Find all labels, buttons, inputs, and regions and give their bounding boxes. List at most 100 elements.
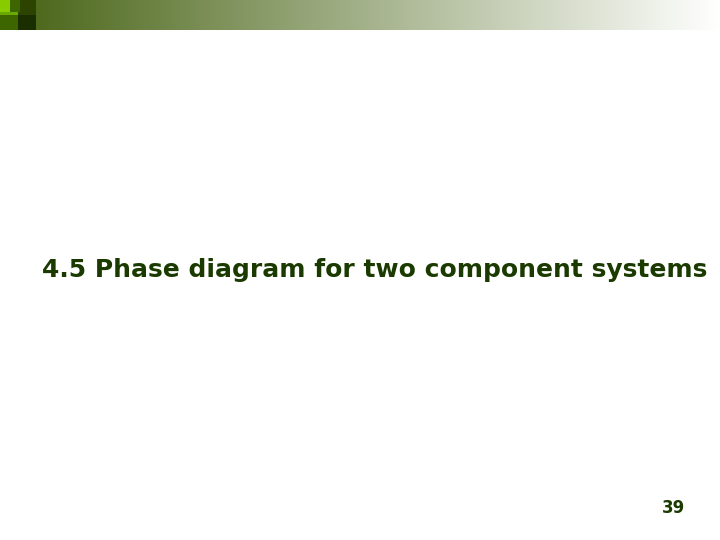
Bar — [714, 0, 716, 30]
Bar — [137, 0, 138, 30]
Bar — [248, 0, 249, 30]
Bar — [612, 0, 613, 30]
Bar — [560, 0, 562, 30]
Bar — [180, 0, 181, 30]
Bar — [626, 0, 628, 30]
Bar — [30, 0, 32, 30]
Bar — [657, 0, 658, 30]
Bar — [662, 0, 664, 30]
Bar — [658, 0, 660, 30]
Bar — [533, 0, 534, 30]
Bar — [478, 0, 480, 30]
Bar — [454, 0, 455, 30]
Bar — [320, 0, 321, 30]
Bar — [315, 0, 317, 30]
Bar — [89, 0, 91, 30]
Bar — [399, 0, 400, 30]
Bar — [1, 0, 3, 30]
Bar — [696, 0, 697, 30]
Bar — [500, 0, 501, 30]
Bar — [369, 0, 370, 30]
Bar — [157, 0, 158, 30]
Bar — [9, 0, 10, 30]
Bar — [78, 0, 79, 30]
Bar — [216, 0, 217, 30]
Bar — [112, 0, 114, 30]
Bar — [383, 0, 384, 30]
Bar — [16, 0, 17, 30]
Bar — [213, 0, 215, 30]
Bar — [135, 0, 137, 30]
Bar — [458, 0, 459, 30]
Bar — [196, 0, 197, 30]
Bar — [408, 0, 409, 30]
Bar — [711, 0, 713, 30]
Bar — [308, 0, 310, 30]
Bar — [318, 0, 320, 30]
Bar — [684, 0, 685, 30]
Bar — [697, 0, 698, 30]
Bar — [665, 0, 667, 30]
Bar — [379, 0, 380, 30]
Bar — [511, 0, 513, 30]
Bar — [392, 0, 393, 30]
Bar — [569, 0, 570, 30]
Bar — [40, 0, 42, 30]
Bar — [356, 0, 357, 30]
Bar — [312, 0, 314, 30]
Bar — [433, 0, 435, 30]
Bar — [147, 0, 148, 30]
Bar — [377, 0, 379, 30]
Bar — [295, 0, 297, 30]
Bar — [589, 0, 590, 30]
Bar — [325, 0, 327, 30]
Bar — [428, 0, 429, 30]
Bar — [524, 0, 526, 30]
Bar — [619, 0, 621, 30]
Bar — [541, 0, 543, 30]
Bar — [302, 0, 304, 30]
Bar — [252, 0, 253, 30]
Bar — [416, 0, 418, 30]
Bar — [333, 0, 334, 30]
Bar — [346, 0, 347, 30]
Bar — [616, 0, 618, 30]
Bar — [393, 0, 395, 30]
Bar — [107, 0, 108, 30]
Bar — [347, 0, 348, 30]
Bar — [583, 0, 585, 30]
Bar — [600, 0, 602, 30]
Bar — [168, 0, 170, 30]
Bar — [50, 0, 52, 30]
Bar — [84, 0, 85, 30]
Bar — [75, 0, 76, 30]
Bar — [520, 0, 521, 30]
Bar — [173, 0, 174, 30]
Bar — [481, 0, 482, 30]
Bar — [177, 0, 179, 30]
Bar — [688, 0, 690, 30]
Bar — [549, 0, 550, 30]
Bar — [265, 0, 266, 30]
Bar — [150, 0, 151, 30]
Bar — [717, 0, 719, 30]
Bar — [220, 0, 222, 30]
Bar — [501, 0, 503, 30]
Bar — [462, 0, 464, 30]
Bar — [3, 0, 4, 30]
Bar — [419, 0, 420, 30]
Bar — [225, 0, 226, 30]
Bar — [674, 0, 675, 30]
Bar — [336, 0, 337, 30]
Bar — [240, 0, 242, 30]
Bar — [194, 0, 196, 30]
Bar — [546, 0, 547, 30]
Bar — [703, 0, 704, 30]
Bar — [328, 0, 330, 30]
Bar — [537, 0, 539, 30]
Bar — [341, 0, 343, 30]
Bar — [79, 0, 81, 30]
Bar — [251, 0, 252, 30]
Bar — [53, 0, 55, 30]
Bar — [343, 0, 344, 30]
